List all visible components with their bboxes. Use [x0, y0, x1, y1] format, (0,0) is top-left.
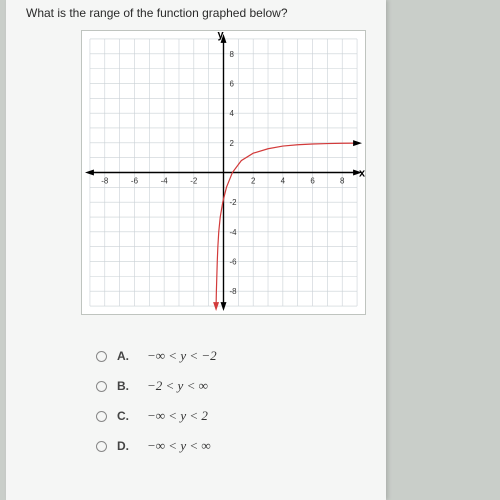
svg-text:4: 4	[229, 109, 234, 118]
answer-option-b[interactable]: B. −2 < y < ∞	[96, 378, 346, 394]
question-text: What is the range of the function graphe…	[26, 6, 288, 20]
answer-letter: A.	[117, 349, 129, 363]
answer-letter: D.	[117, 439, 129, 453]
svg-text:2: 2	[229, 139, 234, 148]
answer-expression: −∞ < y < −2	[147, 348, 217, 364]
answer-letter: B.	[117, 379, 129, 393]
worksheet-page: What is the range of the function graphe…	[6, 0, 386, 500]
answer-expression: −∞ < y < ∞	[147, 438, 211, 454]
svg-text:y: y	[217, 31, 223, 41]
graph-container: -8 -6 -4 -2 2 4 6 8 8 6 4 2 -2 -4 -6 -8 x y	[81, 30, 366, 315]
radio-icon	[96, 441, 107, 452]
svg-text:x: x	[359, 167, 365, 179]
svg-text:8: 8	[340, 176, 345, 185]
answer-option-a[interactable]: A. −∞ < y < −2	[96, 348, 346, 364]
radio-icon	[96, 381, 107, 392]
svg-text:6: 6	[310, 176, 315, 185]
svg-text:-4: -4	[229, 228, 237, 237]
answer-letter: C.	[117, 409, 129, 423]
svg-text:8: 8	[229, 50, 234, 59]
svg-text:-2: -2	[190, 176, 198, 185]
svg-text:-8: -8	[229, 287, 237, 296]
answer-expression: −2 < y < ∞	[147, 378, 208, 394]
answer-list: A. −∞ < y < −2 B. −2 < y < ∞ C. −∞ < y <…	[96, 348, 346, 468]
svg-text:-2: -2	[229, 198, 237, 207]
radio-icon	[96, 411, 107, 422]
svg-text:2: 2	[251, 176, 256, 185]
svg-text:-6: -6	[229, 258, 237, 267]
svg-text:6: 6	[229, 79, 234, 88]
svg-text:-8: -8	[101, 176, 109, 185]
svg-text:-6: -6	[131, 176, 139, 185]
graph-svg: -8 -6 -4 -2 2 4 6 8 8 6 4 2 -2 -4 -6 -8 x y	[82, 31, 365, 314]
svg-text:4: 4	[281, 176, 286, 185]
svg-text:-4: -4	[161, 176, 169, 185]
radio-icon	[96, 351, 107, 362]
answer-expression: −∞ < y < 2	[147, 408, 208, 424]
answer-option-c[interactable]: C. −∞ < y < 2	[96, 408, 346, 424]
answer-option-d[interactable]: D. −∞ < y < ∞	[96, 438, 346, 454]
